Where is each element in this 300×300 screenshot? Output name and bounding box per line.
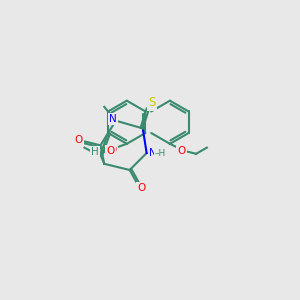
Text: N: N xyxy=(109,114,117,124)
Text: O: O xyxy=(177,145,185,155)
Text: O: O xyxy=(137,183,146,193)
Text: O: O xyxy=(75,135,83,145)
Text: –H: –H xyxy=(155,148,166,158)
Text: O: O xyxy=(109,145,117,155)
Text: O: O xyxy=(177,146,186,156)
Text: N: N xyxy=(149,148,157,158)
Text: S: S xyxy=(148,97,156,110)
Text: O: O xyxy=(106,146,115,156)
Text: H: H xyxy=(91,147,99,157)
